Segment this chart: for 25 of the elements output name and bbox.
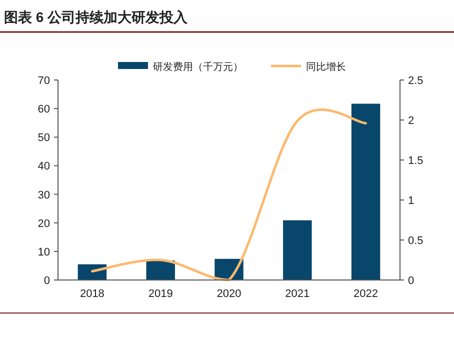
- x-tick-label: 2018: [80, 288, 104, 300]
- y-tick-label: 40: [38, 160, 50, 173]
- y-tick-label: 70: [38, 75, 50, 87]
- x-tick-label: 2021: [285, 288, 310, 300]
- bar: [283, 220, 312, 280]
- x-tick-label: 2019: [148, 288, 173, 300]
- x-tick-label: 2020: [216, 288, 242, 300]
- y-tick-label: 10: [38, 246, 50, 258]
- y2-tick-label: 0: [408, 275, 414, 287]
- y2-tick-label: 2: [408, 115, 414, 127]
- legend-label: 研发费用（千万元）: [153, 61, 243, 73]
- y-tick-label: 30: [38, 189, 50, 202]
- y2-tick-label: 1: [408, 195, 414, 207]
- y-tick-label: 60: [38, 104, 50, 116]
- y-tick-label: 0: [44, 275, 50, 287]
- y2-tick-label: 2.5: [408, 75, 424, 87]
- chart-title: 图表 6 公司持续加大研发投入: [4, 9, 189, 25]
- y2-tick-label: 1.5: [408, 155, 424, 167]
- legend-label: 同比增长: [306, 61, 346, 73]
- y-tick-label: 50: [38, 132, 50, 144]
- x-tick-label: 2022: [354, 288, 378, 300]
- bar: [351, 104, 380, 280]
- bar: [146, 260, 175, 280]
- y-tick-label: 20: [38, 218, 50, 230]
- y2-tick-label: 0.5: [408, 235, 424, 247]
